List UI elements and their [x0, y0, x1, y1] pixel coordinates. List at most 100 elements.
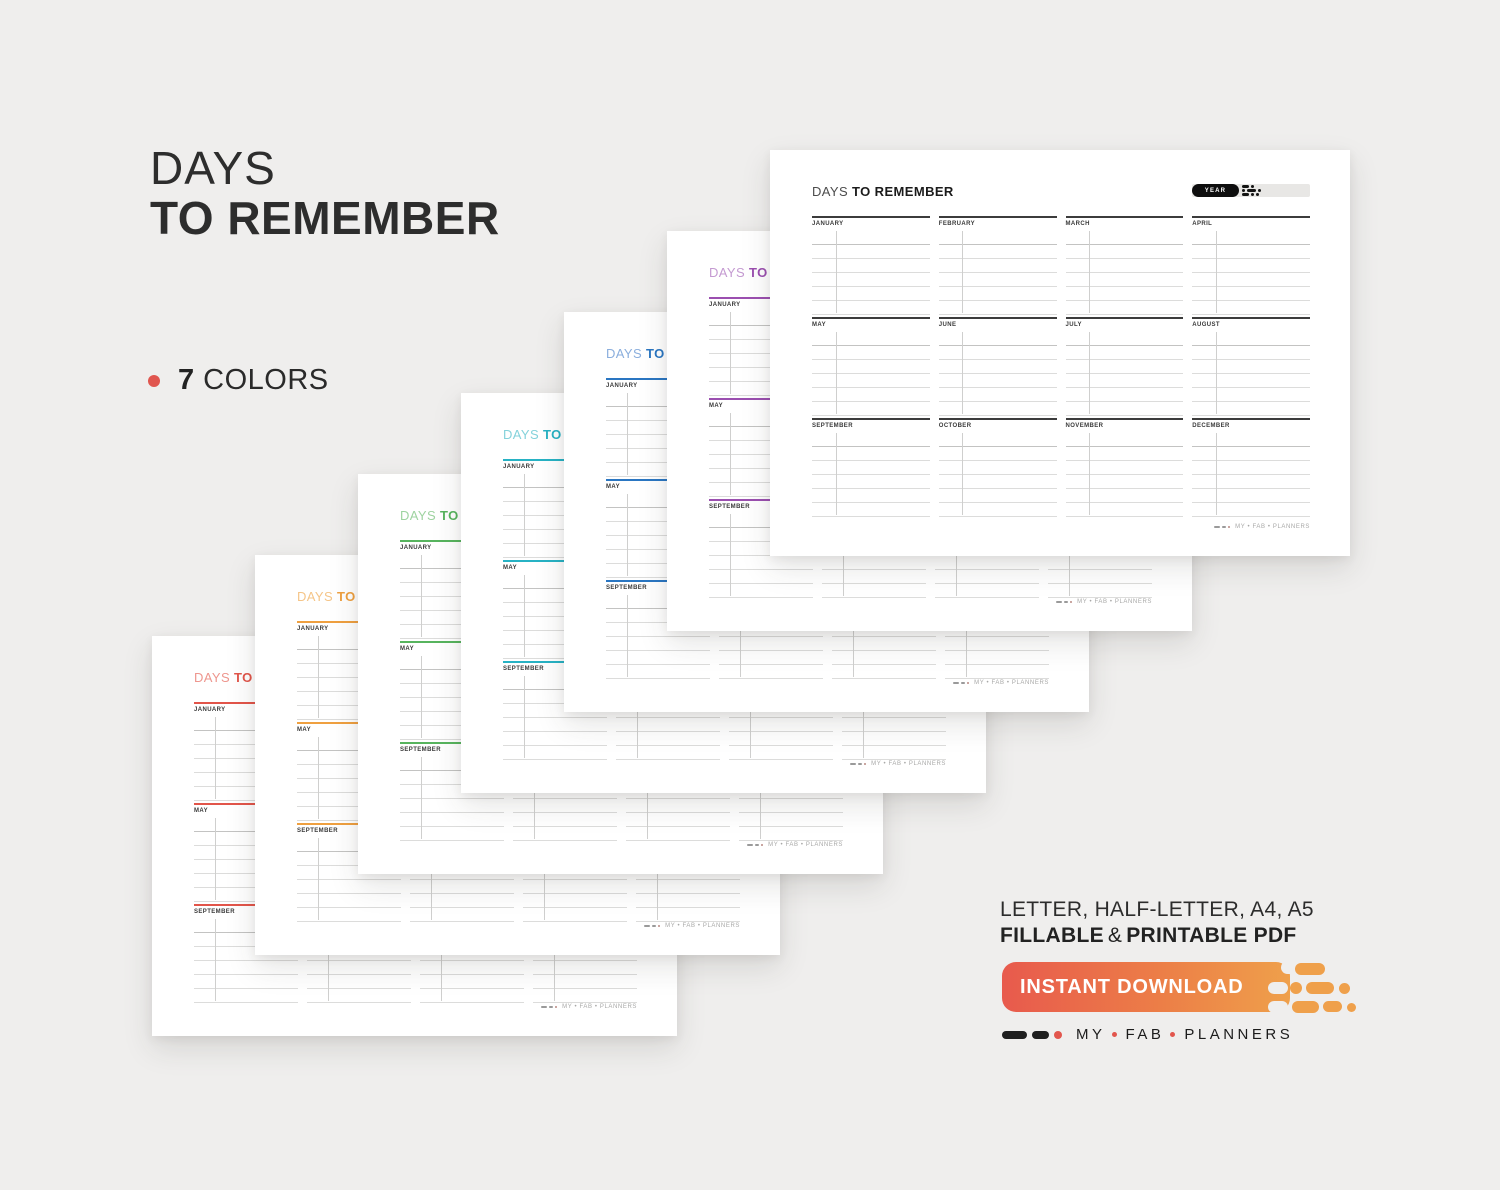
month-row	[938, 374, 1057, 388]
month-rows	[938, 433, 1057, 517]
logo-dot-icon	[1228, 526, 1231, 528]
planner-page-black: DAYS TO REMEMBER YEAR JANUARY FEBRUARY MARCH A…	[770, 150, 1350, 556]
month-divider	[1089, 231, 1091, 313]
month-row	[1192, 259, 1310, 273]
month-block-may: MAY	[194, 803, 298, 904]
month-label: JANUARY	[297, 626, 329, 632]
month-row	[297, 779, 401, 793]
page-footer-brand: MY • FAB • PLANNERS	[1235, 524, 1310, 530]
month-row	[1192, 447, 1310, 461]
hero-title-line1: DAYS	[150, 142, 276, 194]
page-title-rest: TO REMEMBER	[852, 184, 954, 199]
logo-dash-icon	[755, 844, 760, 846]
month-row	[523, 866, 627, 880]
month-row	[297, 751, 401, 765]
month-divider	[1215, 332, 1217, 414]
month-row	[616, 718, 720, 732]
month-label: JANUARY	[194, 707, 226, 713]
month-rows	[400, 555, 504, 639]
month-row	[1192, 433, 1310, 447]
month-row	[503, 617, 607, 631]
month-row	[297, 866, 401, 880]
month-block-september: SEPTEMBER	[194, 904, 298, 1005]
month-row	[297, 852, 401, 866]
month-row	[1065, 433, 1184, 447]
month-divider	[852, 595, 854, 677]
speed-dots-decoration	[1268, 958, 1368, 1022]
month-row	[606, 665, 710, 679]
speed-dot	[1347, 1003, 1356, 1012]
month-row	[606, 651, 710, 665]
month-divider	[965, 595, 967, 677]
month-row	[709, 312, 813, 326]
month-row	[812, 461, 930, 475]
speed-dot-notch	[1268, 982, 1288, 994]
month-row	[400, 583, 504, 597]
month-row	[709, 354, 813, 368]
pdf-line: FILLABLE & PRINTABLE PDF	[1000, 924, 1297, 948]
month-row	[1065, 503, 1184, 517]
page-footer-brand: MY • FAB • PLANNERS	[871, 761, 946, 767]
page-title-days: DAYS	[503, 427, 540, 442]
month-divider	[835, 332, 837, 414]
month-block-october: OCTOBER	[938, 418, 1057, 519]
month-row	[194, 874, 298, 888]
month-row	[1065, 301, 1184, 315]
month-row	[307, 975, 411, 989]
month-row	[1065, 273, 1184, 287]
month-row	[503, 474, 607, 488]
colors-feature: 7 COLORS	[148, 364, 329, 397]
month-row	[1065, 388, 1184, 402]
month-row	[1065, 259, 1184, 273]
month-label: MAY	[194, 808, 208, 814]
month-row	[626, 785, 730, 799]
speed-dot-notch	[1268, 1001, 1288, 1013]
month-row	[822, 556, 926, 570]
month-label: MAY	[503, 565, 517, 571]
logo-dot-icon	[1054, 1030, 1062, 1039]
month-row	[194, 773, 298, 787]
month-row	[719, 665, 823, 679]
month-row	[739, 785, 843, 799]
month-row	[709, 556, 813, 570]
month-row	[812, 332, 930, 346]
month-label: MAY	[400, 646, 414, 652]
month-row	[938, 433, 1057, 447]
month-row	[1192, 374, 1310, 388]
month-block-january: JANUARY	[503, 459, 607, 560]
logo-dot-icon	[658, 925, 661, 927]
month-label: MAY	[709, 403, 723, 409]
month-row	[709, 326, 813, 340]
month-row	[503, 530, 607, 544]
month-row	[400, 569, 504, 583]
month-row	[297, 650, 401, 664]
instant-download-button[interactable]: INSTANT DOWNLOAD	[1002, 962, 1290, 1012]
month-row	[410, 880, 514, 894]
month-row	[513, 785, 617, 799]
month-label: DECEMBER	[1192, 423, 1230, 429]
month-divider	[533, 757, 535, 839]
month-row	[606, 463, 710, 477]
month-row	[513, 813, 617, 827]
month-row	[606, 536, 710, 550]
speed-dot	[1339, 983, 1350, 994]
month-row	[533, 947, 637, 961]
page-footer-brand: MY • FAB • PLANNERS	[1077, 599, 1152, 605]
speed-dot	[1306, 982, 1334, 994]
logo-dot-icon	[967, 682, 970, 684]
month-row	[606, 595, 710, 609]
month-row	[1065, 231, 1184, 245]
logo-dash-icon	[1214, 526, 1221, 528]
page-title-days: DAYS	[709, 265, 746, 280]
month-divider	[317, 636, 319, 718]
month-row	[832, 623, 936, 637]
page-title-days: DAYS	[606, 346, 643, 361]
month-block-november: NOVEMBER	[1065, 418, 1184, 519]
month-divider	[553, 919, 555, 1001]
month-row	[606, 421, 710, 435]
month-rows	[938, 231, 1057, 315]
month-rows	[1065, 332, 1184, 416]
month-rows	[503, 575, 607, 659]
month-divider	[962, 332, 964, 414]
month-row	[636, 866, 740, 880]
